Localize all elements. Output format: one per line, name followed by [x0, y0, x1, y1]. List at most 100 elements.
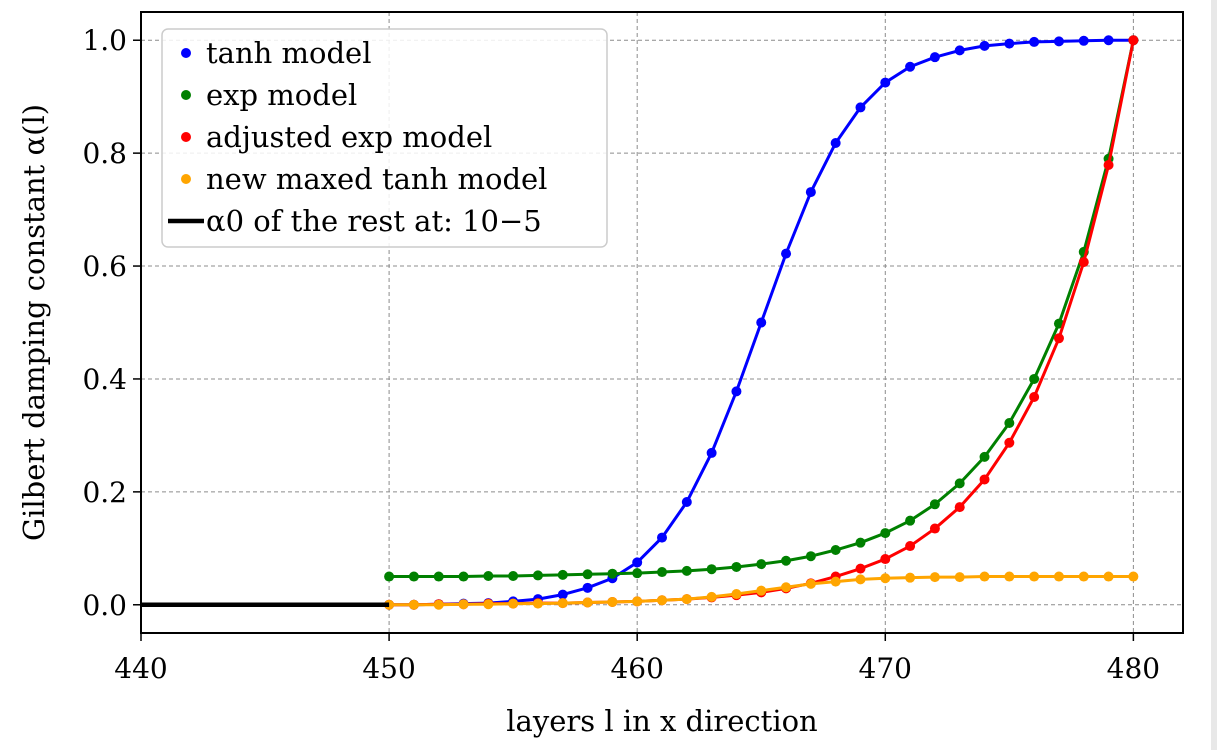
data-point [681, 594, 692, 605]
data-point [632, 568, 643, 579]
legend-marker [181, 132, 191, 142]
data-point [756, 585, 767, 596]
data-point [1004, 38, 1015, 49]
data-point [384, 571, 395, 582]
data-point [657, 595, 667, 606]
data-point [607, 568, 618, 579]
data-point [756, 559, 767, 570]
data-point [979, 474, 990, 485]
data-point [1078, 35, 1089, 46]
x-tick-label: 470 [859, 652, 912, 685]
data-point [1004, 571, 1015, 582]
data-point [905, 572, 916, 583]
data-point [929, 499, 940, 510]
data-point [681, 497, 692, 508]
data-point [483, 570, 494, 581]
legend-label: exp model [206, 78, 357, 112]
ticks: 440 450 460 470 480 0.0 0.2 0.4 0.6 0.8 1.0 [82, 24, 1160, 685]
data-point [830, 545, 841, 556]
data-point [458, 571, 469, 582]
data-point [532, 570, 543, 581]
data-point [706, 591, 717, 602]
data-point [706, 447, 717, 458]
data-point [830, 576, 841, 587]
data-point [855, 102, 866, 113]
data-point [607, 596, 618, 607]
data-point [657, 567, 667, 578]
data-point [855, 537, 866, 548]
data-point [905, 61, 916, 72]
data-point [731, 561, 742, 572]
data-point [508, 570, 519, 581]
data-point [408, 571, 419, 582]
x-tick-label: 440 [114, 652, 167, 685]
data-point [954, 572, 965, 583]
data-point [1128, 571, 1139, 582]
data-point [855, 563, 866, 574]
series-3 [384, 571, 1139, 610]
x-tick-label: 460 [610, 652, 663, 685]
legend-marker [181, 174, 191, 184]
data-point [458, 599, 469, 610]
data-point [929, 572, 940, 583]
data-point [855, 574, 866, 585]
y-tick-label: 0.8 [82, 137, 127, 170]
data-point [1053, 333, 1064, 344]
data-point [880, 573, 891, 584]
data-point [756, 317, 767, 328]
series-layer [141, 35, 1139, 610]
data-point [1103, 159, 1114, 170]
y-tick-label: 0.0 [82, 589, 127, 622]
data-point [582, 569, 593, 580]
data-point [433, 599, 444, 610]
data-point [731, 386, 742, 397]
data-point [880, 77, 891, 88]
y-tick-label: 0.2 [82, 476, 127, 509]
data-point [979, 451, 990, 462]
legend-label: α0 of the rest at: 10−5 [206, 204, 542, 238]
data-point [1029, 36, 1040, 47]
data-point [1103, 571, 1114, 582]
plot-frame [140, 11, 1184, 634]
legend-label: adjusted exp model [206, 120, 492, 154]
data-point [1078, 571, 1089, 582]
legend: tanh model exp model adjusted exp model new… [161, 28, 608, 248]
data-point [1004, 437, 1015, 448]
data-point [408, 599, 419, 610]
legend-box [161, 28, 608, 248]
legend-marker [181, 48, 191, 58]
data-point [905, 541, 916, 552]
legend-marker [181, 90, 191, 100]
data-point [929, 523, 940, 534]
data-point [880, 554, 891, 565]
data-point [830, 137, 841, 148]
legend-label: new maxed tanh model [206, 162, 547, 196]
x-tick-label: 450 [362, 652, 415, 685]
data-point [582, 582, 593, 593]
data-point [954, 45, 965, 56]
window-edge [1211, 0, 1217, 750]
data-point [805, 578, 816, 589]
data-point [483, 599, 494, 610]
data-point [731, 589, 742, 600]
data-point [433, 571, 444, 582]
legend-label: tanh model [206, 36, 371, 70]
data-point [706, 564, 717, 575]
x-tick-label: 480 [1107, 652, 1160, 685]
data-point [1029, 392, 1040, 403]
data-point [632, 557, 643, 568]
data-point [954, 478, 965, 489]
data-point [1103, 35, 1114, 46]
y-tick-label: 1.0 [82, 24, 127, 57]
data-point [532, 598, 543, 609]
data-point [781, 248, 792, 259]
data-point [681, 565, 692, 576]
data-point [1078, 257, 1089, 268]
data-point [508, 598, 519, 609]
data-point [1053, 571, 1064, 582]
data-point [979, 571, 990, 582]
data-point [805, 187, 816, 198]
data-point [557, 569, 568, 580]
data-point [929, 52, 940, 63]
